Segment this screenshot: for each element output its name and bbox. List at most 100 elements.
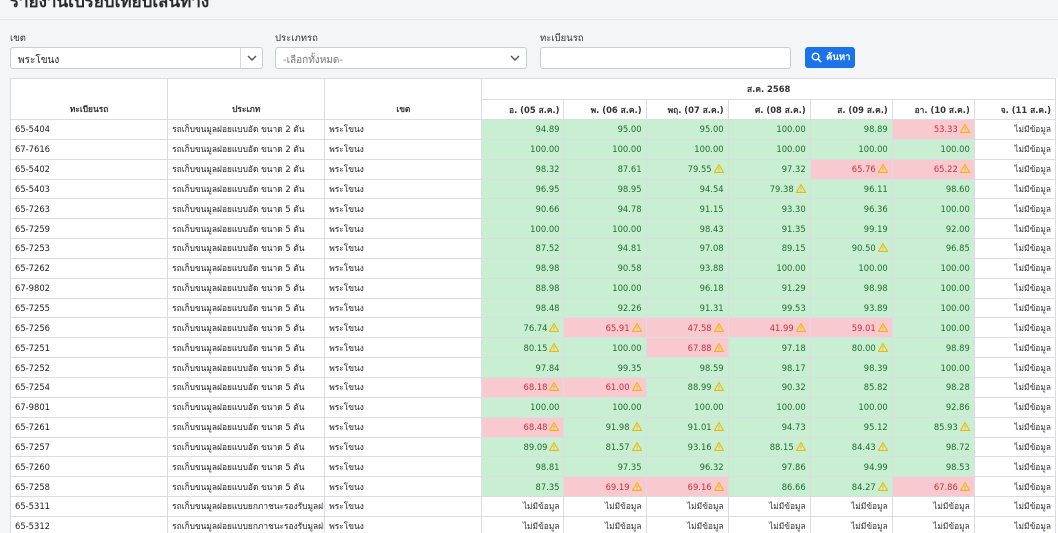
cell-day-value: 79.55	[645, 158, 729, 180]
cell-day-value: ไม่มีข้อมูล	[809, 496, 893, 517]
cell-day-value: ไม่มีข้อมูล	[645, 496, 729, 517]
warning-icon	[713, 163, 725, 174]
cell-day-value: 100.00	[563, 218, 647, 240]
cell-day-value: 69.16	[645, 476, 729, 498]
column-header-day: ศ. (08 ส.ค.)	[727, 99, 811, 120]
cell-value-text: 65.76	[851, 164, 876, 175]
cell-value-text: ไม่มีข้อมูล	[1014, 402, 1051, 413]
cell-day-value: 95.12	[809, 416, 893, 438]
cell-day-value: 100.00	[563, 337, 647, 359]
cell-plate: 65-7254	[10, 376, 169, 398]
cell-day-value: ไม่มีข้อมูล	[891, 515, 975, 533]
cell-value-text: ไม่มีข้อมูล	[851, 501, 888, 512]
table-row: 65-7262 รถเก็บขนมูลฝอยแบบอัด ขนาด 5 ตัน พร…	[10, 257, 1057, 279]
chevron-down-icon[interactable]	[504, 48, 526, 68]
cell-value-text: 94.78	[617, 203, 642, 214]
search-button[interactable]: ค้นหา	[805, 47, 855, 68]
table-row: 67-9802 รถเก็บขนมูลฝอยแบบอัด ขนาด 5 ตัน พร…	[10, 277, 1057, 299]
column-header-day: จ. (11 ส.ค.)	[973, 99, 1057, 120]
cell-value-text: 98.72	[945, 441, 970, 452]
cell-zone: พระโขนง	[324, 198, 483, 220]
cell-zone: พระโขนง	[324, 416, 483, 438]
cell-day-value: 100.00	[809, 138, 893, 160]
cell-day-value: 100.00	[891, 277, 975, 299]
table-row: 65-7254 รถเก็บขนมูลฝอยแบบอัด ขนาด 5 ตัน พร…	[10, 376, 1057, 398]
cell-day-value: 98.48	[481, 297, 565, 319]
chevron-down-icon[interactable]	[240, 48, 262, 68]
cell-day-value: 87.52	[481, 238, 565, 259]
table-row: 65-5312 รถเก็บขนมูลฝอยแบบยกภาชนะรองรับมูล…	[10, 515, 1057, 533]
cell-type: รถเก็บขนมูลฝอยแบบอัด ขนาด 5 ตัน	[167, 297, 326, 319]
cell-type: รถเก็บขนมูลฝอยแบบอัด ขนาด 5 ตัน	[167, 396, 326, 418]
cell-value-text: 89.09	[523, 441, 548, 452]
cell-day-value: ไม่มีข้อมูล	[973, 257, 1057, 279]
cell-day-value: 87.35	[481, 476, 565, 498]
cell-value-text: 100.00	[530, 144, 560, 155]
cell-value-text: 93.16	[687, 441, 712, 452]
cell-day-value: 91.35	[727, 218, 811, 240]
cell-type: รถเก็บขนมูลฝอยแบบอัด ขนาด 5 ตัน	[167, 436, 326, 458]
cell-day-value: ไม่มีข้อมูล	[481, 496, 565, 517]
cell-day-value: ไม่มีข้อมูล	[727, 515, 811, 533]
cell-day-value: 98.59	[645, 357, 729, 378]
cell-value-text: 99.35	[617, 362, 642, 373]
cell-value-text: 100.00	[776, 144, 806, 155]
cell-plate: 67-9801	[10, 396, 169, 418]
cell-value-text: ไม่มีข้อมูล	[1014, 422, 1051, 433]
cell-value-text: 100.00	[940, 362, 970, 373]
cell-value-text: 96.95	[535, 183, 560, 194]
cell-day-value: 100.00	[891, 357, 975, 378]
cell-value-text: 94.89	[535, 124, 560, 135]
cell-day-value: ไม่มีข้อมูล	[973, 396, 1057, 418]
cell-day-value: 76.74	[481, 317, 565, 339]
cell-day-value: 97.84	[481, 357, 565, 378]
cell-value-text: 100.00	[530, 402, 560, 413]
cell-day-value: 67.86	[891, 476, 975, 498]
cell-day-value: ไม่มีข้อมูล	[563, 515, 647, 533]
plate-input[interactable]	[540, 47, 791, 69]
cell-value-text: ไม่มีข้อมูล	[1014, 382, 1051, 393]
cell-day-value: 98.98	[481, 257, 565, 279]
cell-value-text: 100.00	[858, 263, 888, 274]
cell-day-value: 79.38	[727, 178, 811, 200]
cell-value-text: 88.15	[769, 441, 794, 452]
cell-type: รถเก็บขนมูลฝอยแบบอัด ขนาด 5 ตัน	[167, 376, 326, 398]
cell-value-text: 81.57	[605, 441, 630, 452]
cell-value-text: 100.00	[530, 223, 560, 234]
cell-value-text: 59.01	[851, 322, 876, 333]
column-header-month: ส.ค. 2568	[481, 78, 1056, 100]
cell-day-value: ไม่มีข้อมูล	[563, 496, 647, 517]
cell-plate: 67-9802	[10, 277, 169, 299]
warning-icon	[795, 183, 807, 193]
cell-day-value: 94.81	[563, 238, 647, 259]
cell-value-text: 98.59	[699, 362, 724, 373]
cell-value-text: 67.88	[687, 342, 712, 353]
cell-day-value: 97.08	[645, 238, 729, 259]
cell-value-text: 87.61	[617, 164, 642, 175]
cell-zone: พระโขนง	[324, 376, 483, 398]
cell-value-text: 100.00	[940, 283, 970, 294]
zone-select[interactable]: พระโขนง	[10, 47, 263, 69]
column-header-day: พฤ. (07 ส.ค.)	[645, 99, 729, 120]
cell-day-value: ไม่มีข้อมูล	[809, 515, 893, 533]
cell-value-text: ไม่มีข้อมูล	[1014, 243, 1051, 254]
cell-day-value: 81.57	[563, 436, 647, 458]
cell-value-text: ไม่มีข้อมูล	[604, 521, 642, 532]
cell-value-text: 98.89	[945, 342, 970, 353]
cell-plate: 65-7252	[10, 357, 169, 378]
type-select[interactable]: -เลือกทั้งหมด-	[275, 47, 527, 69]
table-row: 65-7259 รถเก็บขนมูลฝอยแบบอัด ขนาด 5 ตัน พร…	[10, 218, 1057, 240]
cell-type: รถเก็บขนมูลฝอยแบบอัด ขนาด 2 ตัน	[167, 158, 326, 180]
cell-plate: 65-7259	[10, 218, 169, 240]
cell-plate: 65-5402	[10, 158, 169, 180]
column-header-day: พ. (06 ส.ค.)	[563, 99, 647, 120]
warning-icon	[631, 381, 642, 392]
data-table: ทะเบียนรถ ประเภท เขต ส.ค. 2568 อ. (05 ส.…	[10, 78, 1057, 533]
cell-zone: พระโขนง	[324, 357, 483, 378]
cell-zone: พระโขนง	[324, 297, 483, 319]
cell-day-value: 86.66	[727, 476, 811, 498]
cell-day-value: 85.82	[809, 376, 893, 398]
table-row: 65-7255 รถเก็บขนมูลฝอยแบบอัด ขนาด 5 ตัน พร…	[10, 297, 1057, 319]
table-row: 65-7261 รถเก็บขนมูลฝอยแบบอัด ขนาด 5 ตัน พร…	[10, 416, 1057, 438]
cell-value-text: 84.27	[851, 481, 876, 492]
